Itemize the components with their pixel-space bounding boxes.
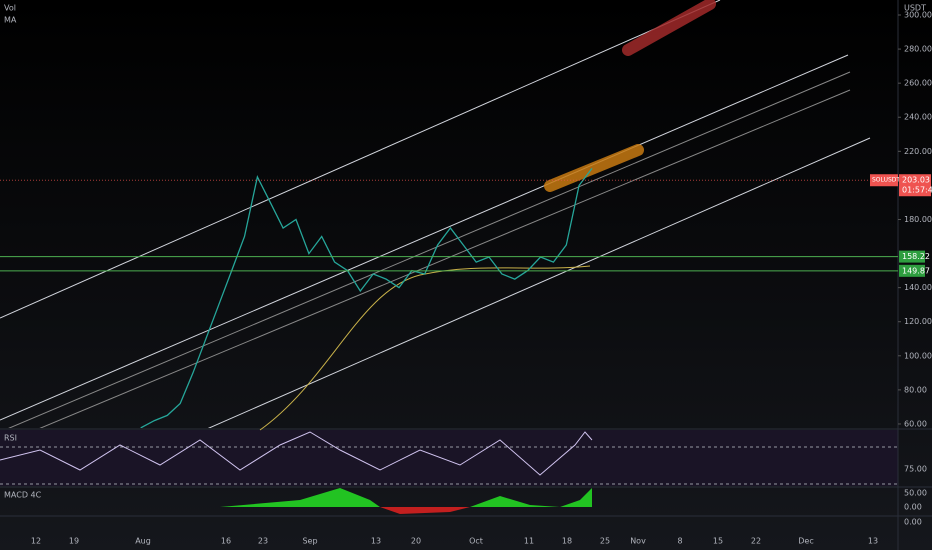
macd-tick: 0.00 <box>904 518 922 527</box>
vol-label: Vol <box>4 4 16 13</box>
date-label: Sep <box>302 537 317 546</box>
price-line <box>140 168 593 428</box>
price-tick-label: 220.00 <box>904 147 932 156</box>
date-label: Nov <box>630 537 646 546</box>
currency: USDT <box>904 4 926 13</box>
date-label: Dec <box>798 537 813 546</box>
date-label: 20 <box>411 537 421 546</box>
date-label: 8 <box>677 537 682 546</box>
price-tick-label: 120.00 <box>904 317 932 326</box>
price-tick-label: 80.00 <box>904 385 927 394</box>
highlight <box>622 0 716 56</box>
rsi-pane <box>0 430 898 486</box>
date-label: 13 <box>868 537 878 546</box>
date-label: 18 <box>562 537 572 546</box>
price-tick-label: 100.00 <box>904 351 932 360</box>
moving-average <box>259 265 591 431</box>
rsi-line <box>0 431 593 476</box>
level-label: 149.87 <box>902 266 930 275</box>
date-label: 19 <box>69 537 79 546</box>
price-tick-label: 260.00 <box>904 79 932 88</box>
price-tick-label: 140.00 <box>904 283 932 292</box>
macd-tick: 0.00 <box>904 503 922 512</box>
countdown: 01:57:42 <box>902 186 932 195</box>
price-tick-label: 180.00 <box>904 215 932 224</box>
date-label: 12 <box>31 537 41 546</box>
symbol-label: SOLUSDT <box>872 177 900 184</box>
ma-label: MA <box>4 16 17 25</box>
level-tag <box>899 264 925 277</box>
date-label: Oct <box>469 537 483 546</box>
price-tag <box>899 174 931 197</box>
date-label: Aug <box>135 537 151 546</box>
macd-hist <box>220 488 380 507</box>
level-label: 158.22 <box>902 252 930 261</box>
date-label: 15 <box>713 537 723 546</box>
trendlines <box>0 0 871 428</box>
macd-title: MACD 4C <box>4 491 42 500</box>
date-label: 13 <box>371 537 381 546</box>
macd-hist <box>470 488 592 507</box>
level-tag <box>899 250 925 263</box>
price-group <box>140 168 593 428</box>
rsi-tick: 75.00 <box>904 465 927 474</box>
date-label: 16 <box>221 537 231 546</box>
price-tick-label: 280.00 <box>904 45 932 54</box>
price-tick-label: 300.00 <box>904 11 932 20</box>
date-label: 22 <box>751 537 761 546</box>
price-tick-label: 60.00 <box>904 419 927 428</box>
date-label: 23 <box>258 537 268 546</box>
rsi-tick: 50.00 <box>904 489 927 498</box>
symbol-tag <box>870 174 898 187</box>
price-label: 203.03 <box>902 176 930 185</box>
date-label: 11 <box>524 537 534 546</box>
date-label: 25 <box>600 537 610 546</box>
macd-hist <box>380 507 470 514</box>
price-tick-label: 240.00 <box>904 113 932 122</box>
rsi-title: RSI <box>4 434 17 443</box>
